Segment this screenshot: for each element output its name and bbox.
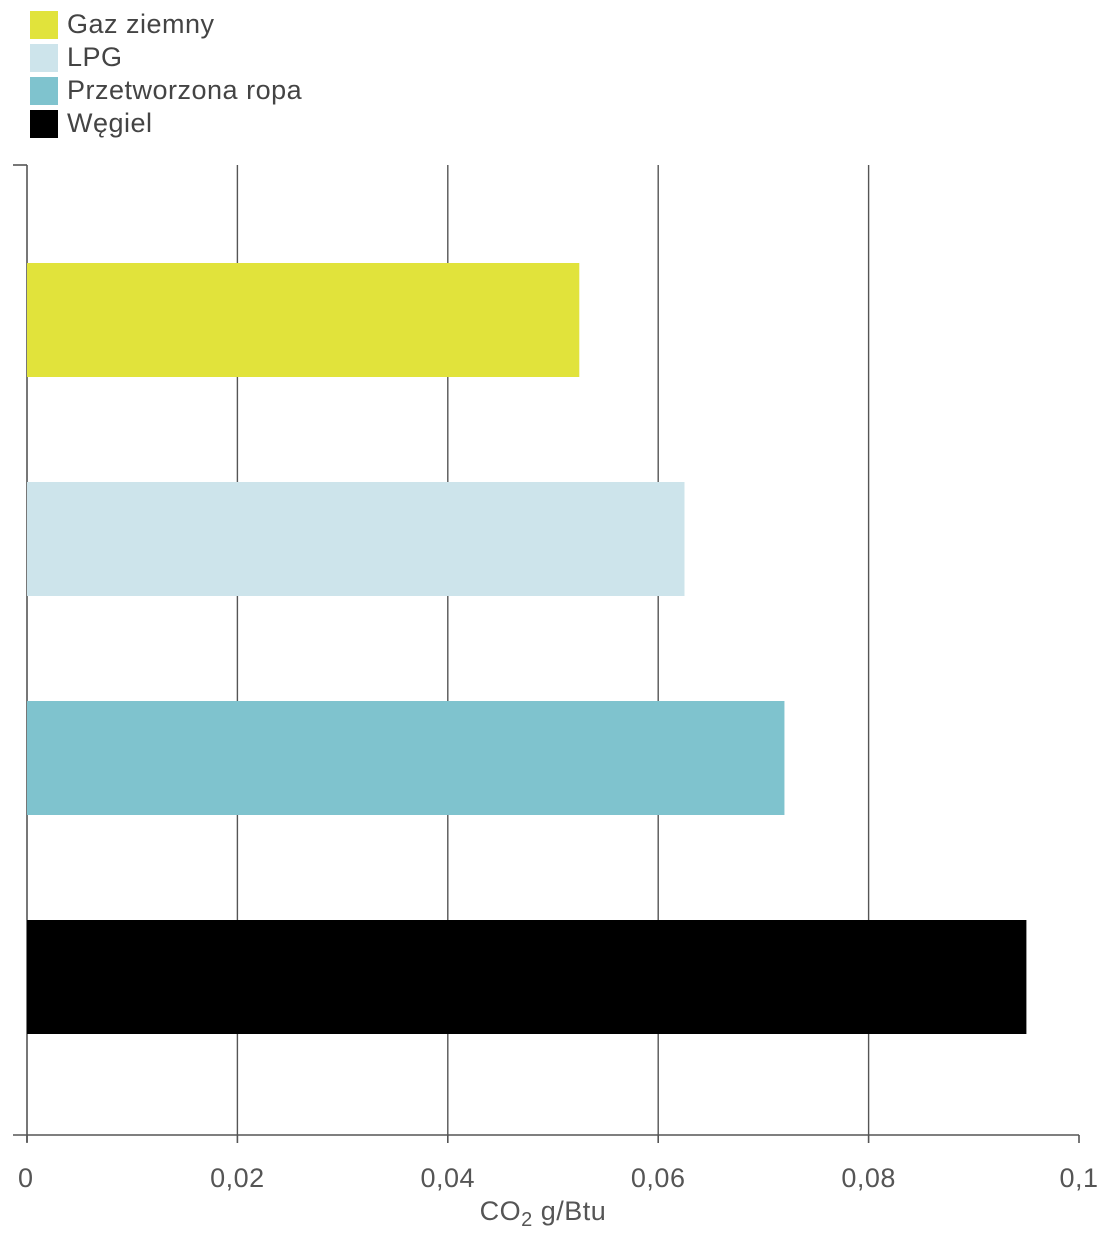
x-tick-label: 0 xyxy=(18,1163,34,1193)
bar xyxy=(27,701,785,815)
x-tick-label: 0,04 xyxy=(421,1163,476,1193)
x-tick-label: 0,1 xyxy=(1059,1163,1098,1193)
legend-swatch xyxy=(30,109,58,138)
legend-label: Gaz ziemny xyxy=(67,9,215,39)
x-axis-label-subscript: 2 xyxy=(521,1209,533,1231)
x-tick-label: 0,08 xyxy=(841,1163,896,1193)
legend-swatch xyxy=(30,43,58,72)
bar xyxy=(27,920,1027,1034)
x-axis-label-unit: g/Btu xyxy=(532,1196,607,1226)
bar xyxy=(27,263,580,377)
legend-item-lpg: LPG xyxy=(30,41,302,74)
legend: Gaz ziemny LPG Przetworzona ropa Węgiel xyxy=(30,8,302,140)
legend-item-przetworzona-ropa: Przetworzona ropa xyxy=(30,74,302,107)
x-axis-label-main: CO xyxy=(479,1196,522,1226)
legend-label: Węgiel xyxy=(67,108,153,138)
legend-item-gaz-ziemny: Gaz ziemny xyxy=(30,8,302,41)
legend-swatch xyxy=(30,76,58,105)
legend-item-wegiel: Węgiel xyxy=(30,107,302,140)
x-axis-label: CO2 g/Btu xyxy=(0,1196,1086,1232)
bar xyxy=(27,482,685,596)
legend-swatch xyxy=(30,10,58,39)
legend-label: LPG xyxy=(67,42,123,72)
x-tick-label: 0,02 xyxy=(210,1163,265,1193)
legend-label: Przetworzona ropa xyxy=(67,75,303,105)
x-tick-label: 0,06 xyxy=(631,1163,686,1193)
